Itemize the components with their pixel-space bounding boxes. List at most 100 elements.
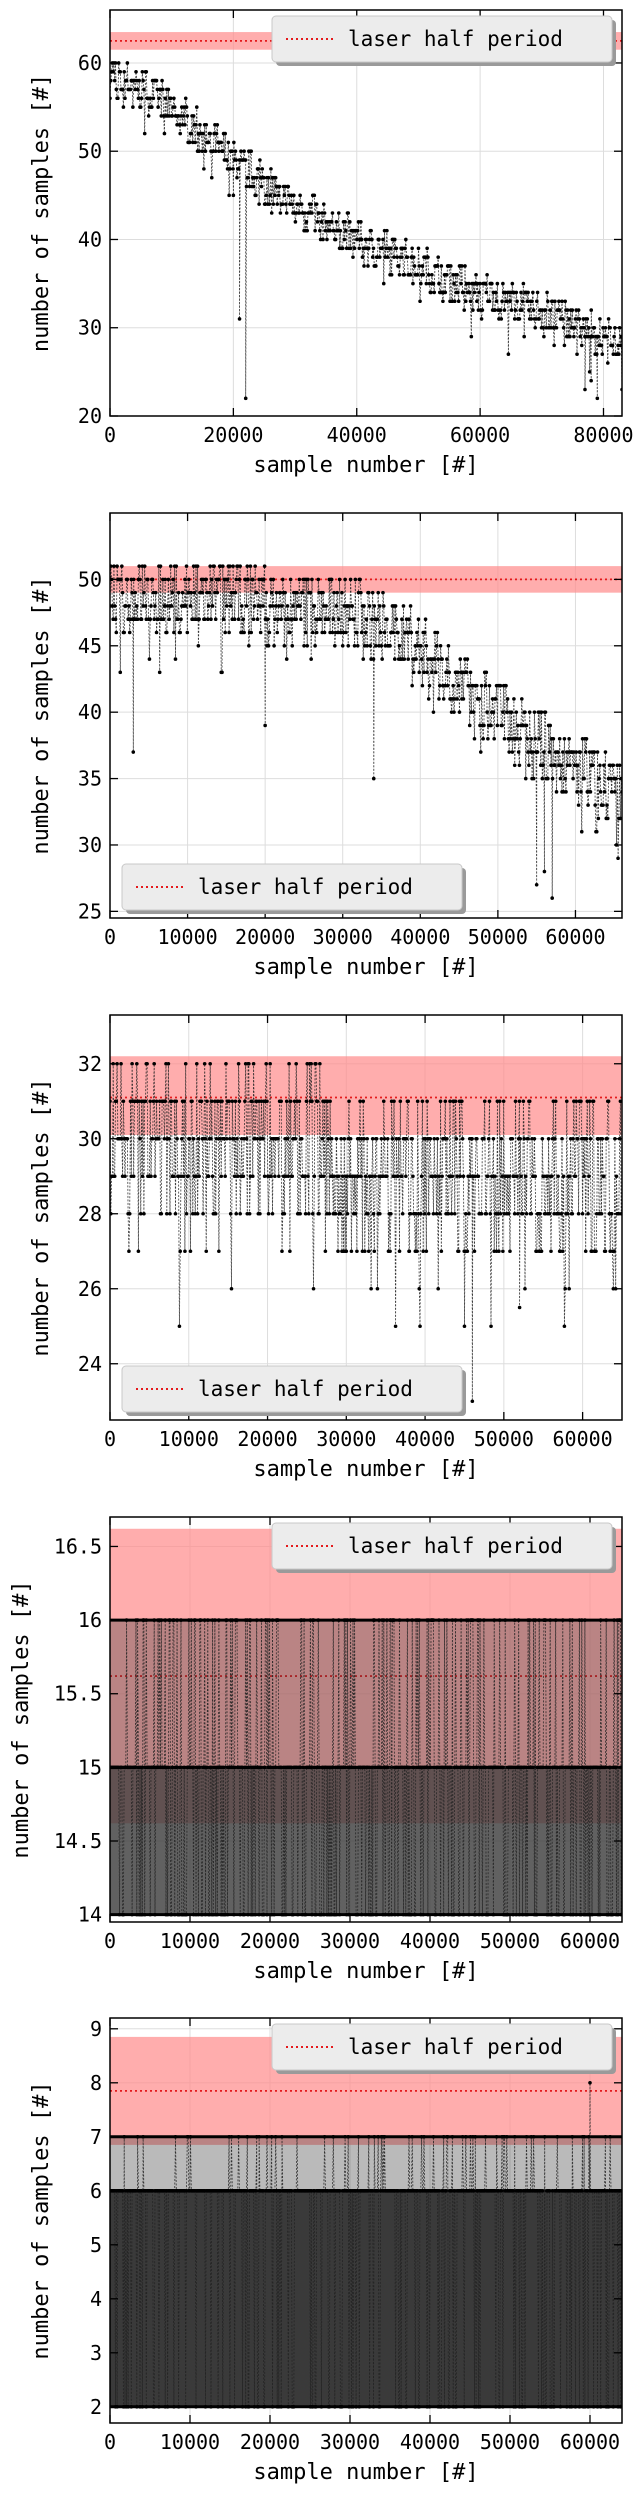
data-point bbox=[163, 96, 168, 101]
data-point bbox=[404, 237, 408, 242]
data-point bbox=[602, 763, 606, 768]
data-point bbox=[568, 763, 572, 768]
data-point bbox=[310, 630, 315, 635]
data-point bbox=[542, 750, 546, 754]
data-point bbox=[204, 577, 209, 582]
data-point bbox=[482, 1136, 486, 1141]
data-point bbox=[262, 175, 266, 180]
data-point bbox=[121, 1099, 126, 1104]
x-tick-label: 60000 bbox=[560, 2430, 620, 2454]
data-point bbox=[178, 131, 183, 136]
data-point bbox=[366, 264, 370, 268]
data-point bbox=[605, 816, 610, 821]
data-point bbox=[246, 577, 250, 582]
x-tick-label: 40000 bbox=[390, 925, 450, 949]
data-point bbox=[526, 1136, 530, 1141]
data-point bbox=[417, 670, 422, 675]
data-point bbox=[122, 630, 127, 635]
plot-frame bbox=[109, 1014, 623, 1421]
data-point bbox=[200, 149, 205, 154]
data-point bbox=[147, 657, 152, 661]
data-point bbox=[346, 643, 351, 648]
data-point bbox=[392, 237, 397, 242]
data-point bbox=[549, 1249, 553, 1254]
data-point bbox=[482, 1618, 486, 1622]
data-point bbox=[514, 1912, 519, 1917]
data-point bbox=[381, 237, 385, 242]
data-line bbox=[110, 565, 622, 899]
data-point bbox=[330, 630, 335, 635]
y-axis-label: number of samples [#] bbox=[29, 2081, 54, 2359]
data-point bbox=[260, 167, 265, 171]
data-point bbox=[506, 352, 511, 357]
data-point bbox=[521, 281, 526, 286]
data-point bbox=[189, 1618, 194, 1622]
legend-label: laser half period bbox=[348, 27, 563, 51]
data-point bbox=[336, 1174, 341, 1179]
data-point bbox=[202, 1061, 207, 1066]
data-point bbox=[262, 577, 266, 582]
data-point bbox=[439, 2405, 444, 2409]
data-point bbox=[556, 1174, 560, 1179]
data-point bbox=[456, 670, 460, 675]
y-tick-label: 45 bbox=[78, 634, 102, 658]
y-tick-label: 16 bbox=[78, 1608, 102, 1632]
data-point bbox=[484, 290, 489, 295]
data-point bbox=[500, 299, 504, 304]
data-point bbox=[445, 657, 449, 661]
data-point bbox=[455, 697, 459, 701]
data-point bbox=[251, 1061, 256, 1066]
data-point bbox=[444, 2189, 448, 2193]
data-point bbox=[232, 1136, 236, 1141]
data-point bbox=[525, 299, 530, 304]
data-point bbox=[579, 343, 584, 348]
data-point bbox=[497, 2405, 502, 2409]
data-point bbox=[435, 1136, 440, 1141]
data-point bbox=[370, 237, 374, 242]
data-point bbox=[379, 1136, 384, 1141]
data-point bbox=[378, 255, 382, 259]
data-point bbox=[383, 1912, 388, 1917]
x-tick-label: 60000 bbox=[553, 1427, 613, 1451]
data-point bbox=[355, 237, 359, 242]
data-point bbox=[279, 617, 283, 622]
data-point bbox=[336, 617, 341, 622]
data-point bbox=[544, 2405, 549, 2409]
data-point bbox=[371, 246, 376, 251]
data-point bbox=[112, 78, 117, 83]
data-point bbox=[449, 264, 453, 268]
data-point bbox=[194, 105, 199, 109]
data-point bbox=[253, 564, 257, 568]
data-point bbox=[209, 1136, 213, 1141]
data-point bbox=[268, 1061, 272, 1066]
data-point bbox=[374, 264, 378, 268]
data-point bbox=[400, 1174, 404, 1179]
data-point bbox=[585, 317, 590, 321]
data-point bbox=[611, 763, 616, 768]
data-point bbox=[338, 1211, 343, 1216]
data-point bbox=[548, 723, 553, 728]
data-point bbox=[536, 2405, 541, 2409]
data-point bbox=[561, 325, 566, 330]
data-point bbox=[228, 1211, 233, 1216]
data-point bbox=[434, 1211, 439, 1216]
data-point bbox=[165, 1912, 170, 1917]
data-point bbox=[463, 1211, 468, 1216]
data-point bbox=[282, 1211, 287, 1216]
data-point bbox=[242, 1912, 246, 1917]
data-point bbox=[280, 202, 285, 206]
data-point bbox=[210, 604, 215, 608]
data-point bbox=[137, 78, 141, 83]
data-point bbox=[410, 1618, 414, 1622]
data-point bbox=[375, 1286, 380, 1291]
data-point bbox=[340, 590, 344, 595]
data-point bbox=[449, 1765, 453, 1770]
data-point bbox=[617, 352, 621, 357]
data-point bbox=[600, 1136, 605, 1141]
data-point bbox=[431, 2135, 436, 2139]
data-point bbox=[184, 564, 189, 568]
data-point bbox=[484, 670, 489, 675]
data-point bbox=[194, 122, 198, 127]
data-point bbox=[365, 643, 369, 648]
data-point bbox=[602, 790, 607, 794]
